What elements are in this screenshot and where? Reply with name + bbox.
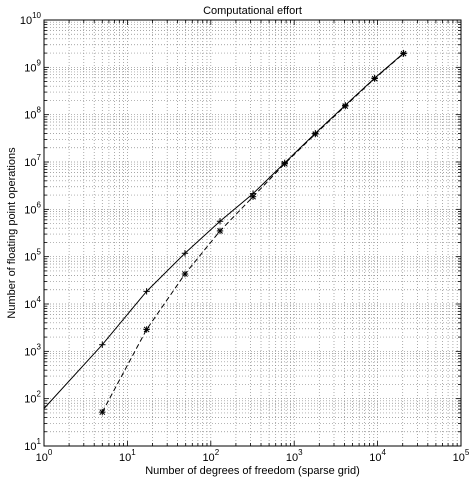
series-markers xyxy=(99,49,407,416)
series-dashed-marker xyxy=(143,326,150,333)
series-solid-marker xyxy=(181,250,189,257)
series-dashed-marker xyxy=(371,75,378,82)
series-dashed-line xyxy=(101,53,404,413)
grid xyxy=(44,20,461,446)
series-solid-marker xyxy=(143,288,150,295)
axis-ticks xyxy=(44,20,461,446)
x-tick-label: 103 xyxy=(286,448,303,464)
y-tick-label: 1010 xyxy=(20,11,42,27)
plot-frame xyxy=(43,19,462,447)
y-tick-label: 102 xyxy=(24,390,41,406)
y-axis-label: Number of floating point operations xyxy=(6,147,18,319)
series-dashed-marker xyxy=(400,50,407,57)
series-dashed-marker xyxy=(312,130,319,138)
chart-title: Computational effort xyxy=(203,5,302,17)
y-tick-label: 101 xyxy=(24,437,41,453)
x-tick-label: 101 xyxy=(119,448,136,464)
x-tick-label: 100 xyxy=(36,448,53,464)
series-dashed-marker xyxy=(281,160,288,167)
x-axis-label: Number of degrees of freedom (sparse gri… xyxy=(145,465,360,477)
x-tick-label: 105 xyxy=(453,448,470,464)
y-tick-label: 103 xyxy=(24,342,41,358)
series-solid-marker xyxy=(99,341,106,348)
series-solid-line xyxy=(43,52,404,409)
y-tick-label: 107 xyxy=(24,153,41,169)
y-tick-label: 105 xyxy=(24,248,41,264)
x-tick-label: 102 xyxy=(202,448,219,464)
series-solid-marker xyxy=(216,218,224,225)
y-tick-label: 109 xyxy=(24,58,41,74)
series-dashed-marker xyxy=(181,270,189,278)
series-dashed-marker xyxy=(342,102,349,110)
series-dashed-marker xyxy=(216,227,224,235)
y-tick-label: 106 xyxy=(24,200,41,216)
series-dashed-marker xyxy=(99,408,106,416)
x-tick-label: 104 xyxy=(369,448,386,464)
series-dashed-marker xyxy=(249,193,257,200)
y-tick-label: 108 xyxy=(24,106,41,122)
series-lines xyxy=(43,52,404,413)
tick-labels: 100 101 102 103 104 1051011021031041051061071… xyxy=(20,11,470,464)
y-tick-label: 104 xyxy=(24,295,41,311)
